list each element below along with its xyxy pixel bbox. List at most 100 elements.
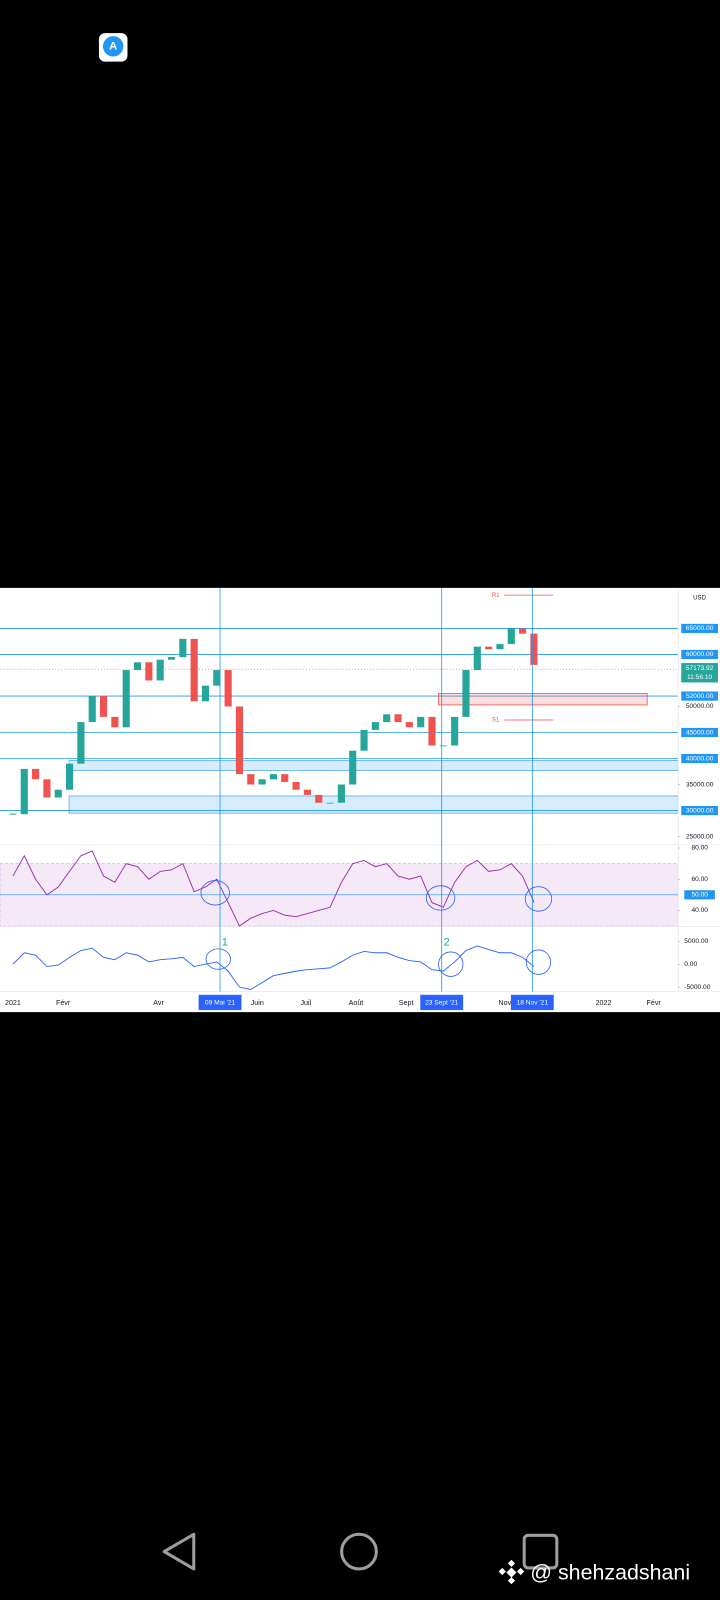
- candle: [507, 628, 515, 645]
- rsi-tick-label: 60.00: [691, 876, 708, 883]
- candle: [281, 774, 289, 782]
- candle: [201, 685, 210, 702]
- circle: [200, 880, 230, 906]
- y-tick-label: 35000.00: [686, 781, 714, 788]
- candle: [66, 763, 74, 790]
- candle: [190, 638, 198, 702]
- candle: [167, 657, 176, 660]
- watermark: @ shehzadshani: [530, 1561, 690, 1585]
- macd-line: [12, 945, 535, 990]
- candle: [179, 638, 187, 658]
- circle: [205, 948, 231, 970]
- candle: [383, 714, 391, 723]
- candle: [224, 670, 232, 707]
- chart: R1 S1 1 2 65000.00 60000.00 52000.00 50000.00 45…: [0, 587, 720, 1011]
- candle: [77, 722, 85, 764]
- x-tick-label: Avr: [153, 999, 164, 1007]
- candle: [145, 662, 153, 681]
- back-button[interactable]: [162, 1532, 196, 1571]
- price-label-box: [681, 805, 718, 816]
- candle: [371, 722, 379, 730]
- rsi-line: [12, 850, 535, 927]
- candle: [269, 774, 278, 780]
- y-tick-label: 30000.00: [686, 807, 714, 814]
- nav-bar: [162, 1532, 559, 1571]
- candle: [417, 716, 425, 728]
- recents-button[interactable]: [522, 1533, 559, 1570]
- home-button[interactable]: [340, 1532, 378, 1571]
- candle: [111, 716, 119, 728]
- annotation: 2: [443, 937, 449, 949]
- candle: [235, 706, 244, 775]
- candle: [473, 646, 481, 671]
- last-price: 57173.92: [686, 665, 714, 672]
- price-label-box: [681, 727, 718, 738]
- x-tick-label: Nov: [498, 999, 511, 1007]
- candle: [247, 774, 255, 785]
- candle: [360, 729, 368, 751]
- date-marker-label: 18 Nov '21: [517, 1000, 549, 1007]
- rsi-tick-label: 50.00: [691, 892, 708, 899]
- date-marker-box: [198, 994, 242, 1011]
- candle: [428, 716, 436, 746]
- pivot-label: R1: [492, 592, 500, 599]
- chart-panel: [0, 587, 720, 1013]
- x-tick-label: Févr: [647, 999, 662, 1007]
- y-tick-label: 65000.00: [686, 625, 714, 632]
- macd-tick-label: 5000.00: [684, 938, 708, 945]
- price-label-box: [681, 753, 718, 764]
- date-marker-box: [510, 994, 554, 1011]
- candle: [122, 670, 130, 728]
- candle: [133, 662, 142, 671]
- price-label-box: [681, 691, 718, 701]
- rsi-label-box: [684, 890, 715, 900]
- currency-label: USD: [693, 595, 706, 602]
- countdown: 11:56:10: [687, 674, 713, 681]
- candle: [349, 750, 357, 785]
- candle: [213, 670, 221, 686]
- circle: [438, 951, 464, 977]
- annotation: 1: [222, 937, 228, 949]
- zone: [68, 760, 679, 771]
- pivot-label: S1: [492, 717, 500, 724]
- date-marker-label: 09 Mai '21: [205, 1000, 236, 1007]
- date-marker-box: [420, 994, 464, 1011]
- circle: [425, 885, 456, 911]
- candle: [462, 670, 470, 717]
- candle: [292, 781, 300, 790]
- candle: [20, 768, 28, 815]
- rsi-tick-label: 80.00: [691, 845, 708, 852]
- y-tick-label: 45000.00: [686, 729, 714, 736]
- candle: [43, 779, 51, 798]
- candle: [485, 646, 493, 650]
- candle: [530, 633, 538, 665]
- candle: [439, 745, 447, 747]
- candle: [451, 716, 459, 746]
- candle: [315, 794, 323, 803]
- y-tick-label: 52000.00: [686, 693, 714, 700]
- app-icon-label: A: [109, 40, 117, 52]
- x-tick-label: Juil: [300, 999, 311, 1007]
- watermark-logo: [498, 1559, 525, 1585]
- candle: [405, 722, 413, 728]
- price-label-box: [681, 623, 718, 634]
- x-tick-label: Août: [349, 999, 364, 1007]
- annotation-circles: [200, 880, 553, 977]
- candle: [326, 802, 334, 804]
- x-tick-label: 2021: [5, 999, 21, 1007]
- candle: [496, 644, 504, 650]
- price-label-box: [681, 649, 718, 660]
- candle: [519, 628, 527, 634]
- x-tick-label: Sept: [399, 999, 414, 1007]
- candle: [54, 789, 62, 798]
- candle: [156, 659, 164, 681]
- candle: [337, 784, 345, 803]
- app-icon-badge: [103, 36, 124, 57]
- candle: [303, 789, 311, 795]
- candle: [258, 779, 266, 785]
- y-tick-label: 25000.00: [686, 833, 714, 840]
- x-tick-label: Juin: [251, 999, 264, 1007]
- y-tick-label: 50000.00: [686, 703, 714, 710]
